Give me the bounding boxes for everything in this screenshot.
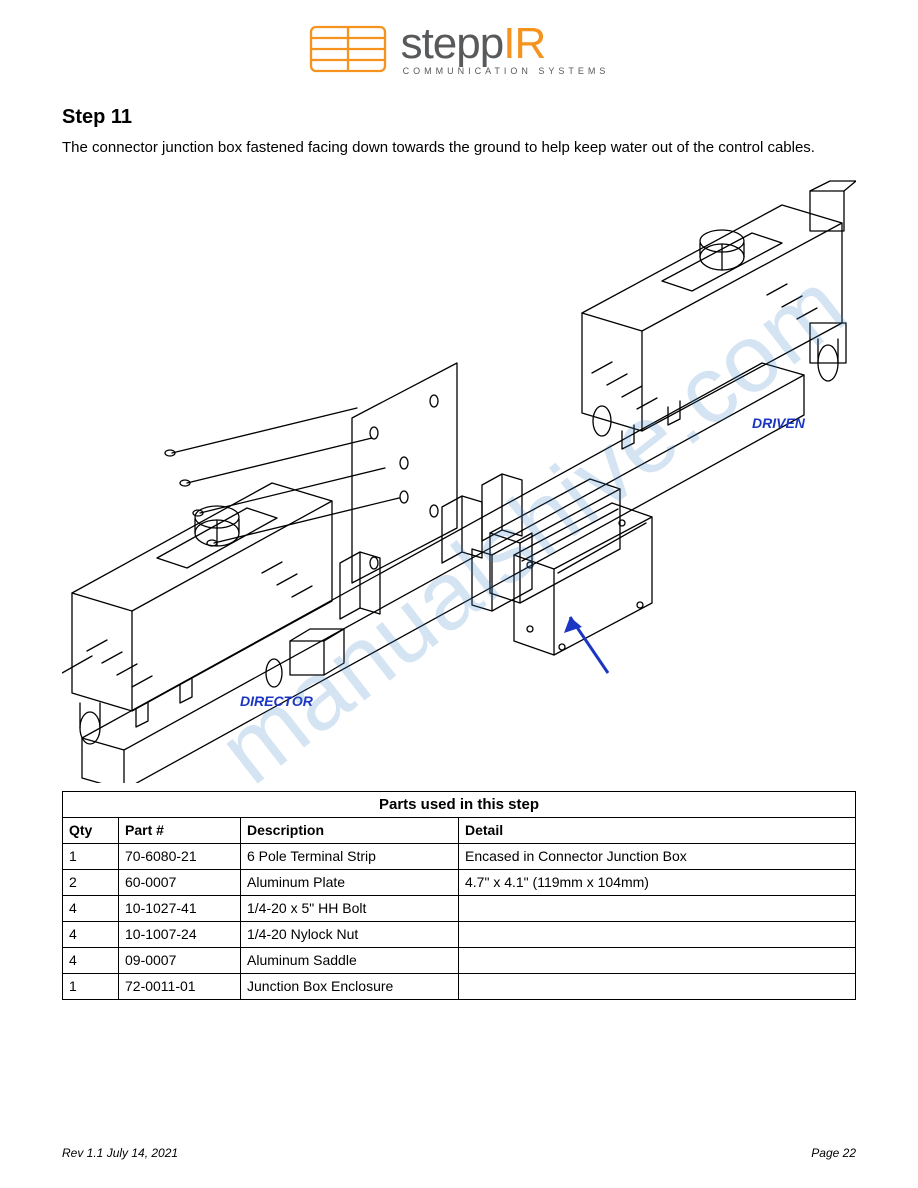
step-body: The connector junction box fastened faci… xyxy=(62,137,856,159)
table-row: 4 10-1027-41 1/4-20 x 5" HH Bolt xyxy=(63,895,856,921)
table-row: 4 10-1007-24 1/4-20 Nylock Nut xyxy=(63,921,856,947)
logo-icon xyxy=(309,25,387,73)
footer-page: Page 22 xyxy=(811,1146,856,1160)
diagram-label-director: DIRECTOR xyxy=(240,693,313,709)
logo-wordmark: steppIR xyxy=(401,22,546,66)
parts-table: Parts used in this step Qty Part # Descr… xyxy=(62,791,856,1000)
footer-revision: Rev 1.1 July 14, 2021 xyxy=(62,1146,178,1160)
assembly-diagram: DIRECTOR DRIVEN manualshive.com xyxy=(62,163,856,783)
col-header-partnum: Part # xyxy=(119,817,241,843)
table-row: 1 70-6080-21 6 Pole Terminal Strip Encas… xyxy=(63,843,856,869)
table-row: 1 72-0011-01 Junction Box Enclosure xyxy=(63,973,856,999)
parts-table-title: Parts used in this step xyxy=(63,791,856,817)
diagram-label-driven: DRIVEN xyxy=(752,415,805,431)
logo: steppIR COMMUNICATION SYSTEMS xyxy=(62,22,856,78)
logo-subtitle: COMMUNICATION SYSTEMS xyxy=(403,66,610,76)
table-row: 2 60-0007 Aluminum Plate 4.7" x 4.1" (11… xyxy=(63,869,856,895)
step-title: Step 11 xyxy=(62,106,856,129)
col-header-desc: Description xyxy=(241,817,459,843)
col-header-detail: Detail xyxy=(459,817,856,843)
col-header-qty: Qty xyxy=(63,817,119,843)
table-row: 4 09-0007 Aluminum Saddle xyxy=(63,947,856,973)
